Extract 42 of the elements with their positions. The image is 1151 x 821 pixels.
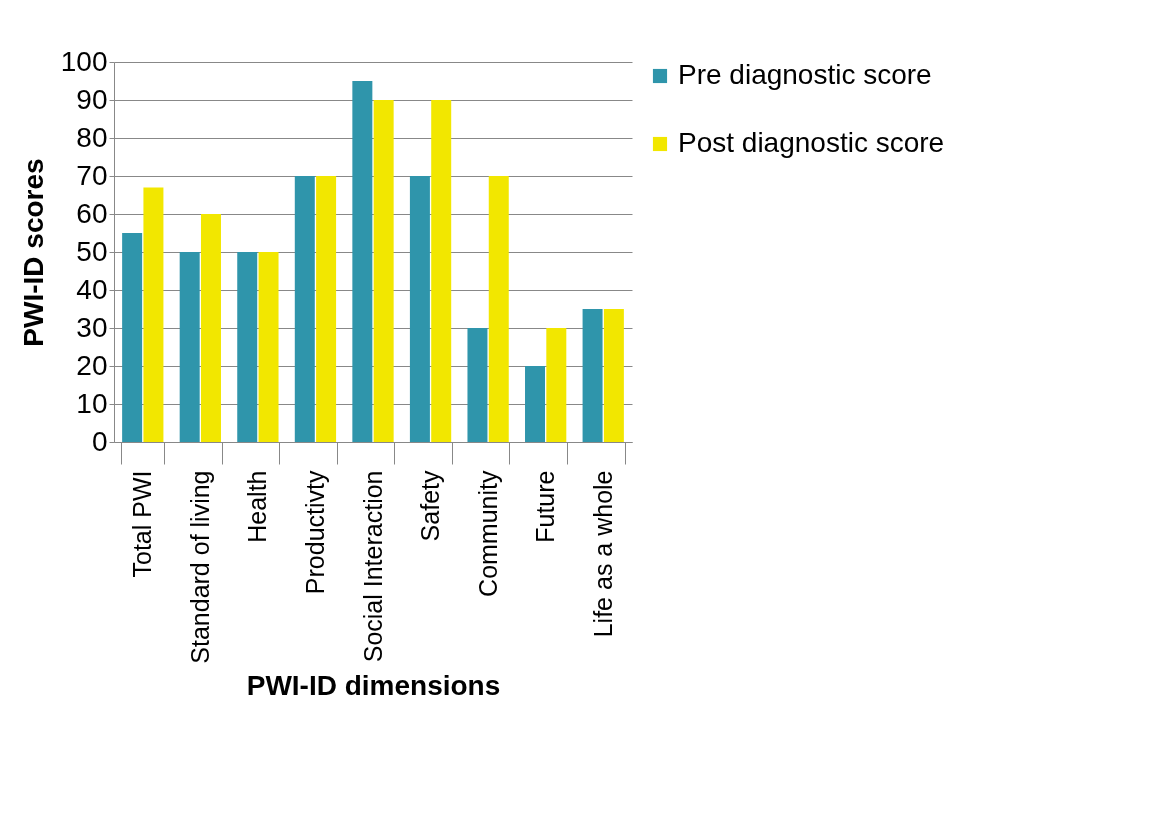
x-tick-label: Standard of living [185,470,214,664]
x-tick-label: Life as a whole [588,470,617,638]
bar [237,252,258,442]
bar [200,214,221,442]
bar [582,309,603,442]
x-tick-label: Productivty [300,470,329,595]
bar [488,176,509,442]
bar [258,252,279,442]
bar [431,100,452,442]
y-tick-label: 30 [76,311,108,343]
bar [122,233,143,442]
y-tick-label: 70 [76,159,108,191]
y-tick-label: 40 [76,273,108,305]
x-tick-label: Community [473,470,502,597]
y-tick-label: 50 [76,235,108,267]
bar [316,176,337,442]
bar [352,81,373,442]
bar [143,187,164,442]
bar [409,176,430,442]
bar [546,328,567,442]
y-tick-label: 100 [60,45,108,77]
bar [603,309,624,442]
x-tick-label: Health [243,470,272,543]
y-axis-title: PWI-ID scores [17,158,49,347]
y-tick-label: 90 [76,83,108,115]
y-tick-label: 80 [76,121,108,153]
x-tick-label: Future [531,470,560,543]
bar [525,366,546,442]
x-tick-label: Safety [416,470,445,542]
x-axis-title: PWI-ID dimensions [246,669,501,701]
legend-label: Pre diagnostic score [678,59,932,90]
y-tick-label: 20 [76,349,108,381]
x-tick-label: Total PWI [128,470,157,578]
x-tick-label: Social Interaction [358,470,387,663]
y-tick-label: 10 [76,387,108,419]
bar [373,100,394,442]
bar [294,176,315,442]
y-tick-label: 0 [91,425,108,457]
y-tick-label: 60 [76,197,108,229]
bar [467,328,488,442]
legend-label: Post diagnostic score [678,127,945,158]
bar [179,252,200,442]
